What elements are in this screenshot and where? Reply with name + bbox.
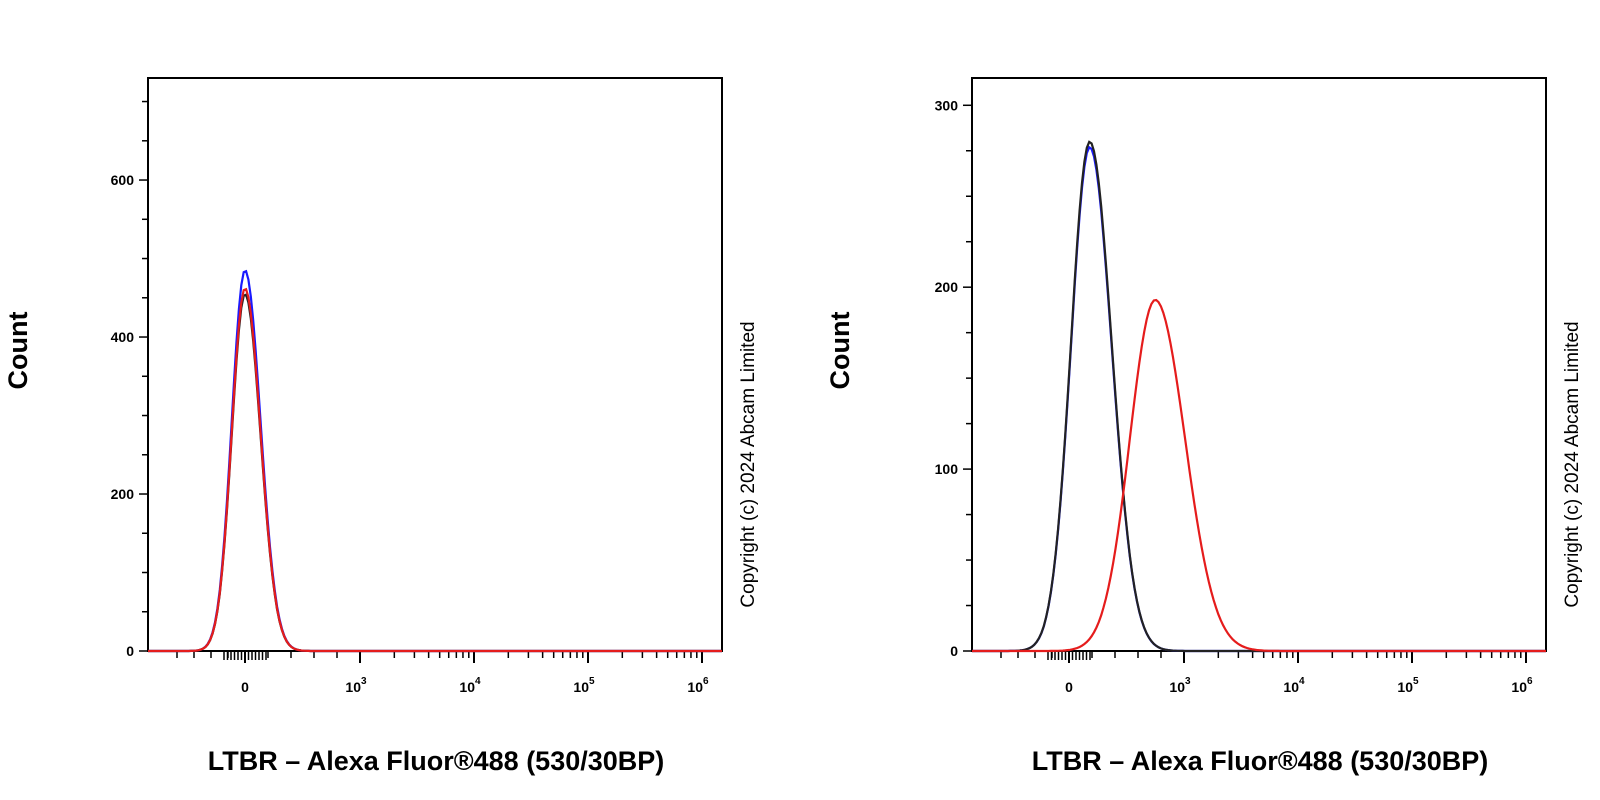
y-tick-label: 400	[111, 329, 135, 345]
plot-frame	[971, 77, 1547, 652]
x-tick-label: 104	[1283, 676, 1305, 695]
histogram-series-3	[148, 287, 722, 653]
x-tick-label: 106	[687, 676, 709, 695]
y-tick-label: 200	[111, 486, 135, 502]
y-axis-title: Count	[825, 312, 855, 390]
histogram-series-1	[972, 145, 1546, 653]
histogram-series-1	[148, 269, 722, 653]
x-tick-label: 0	[1065, 679, 1073, 695]
x-axis-title: LTBR – Alexa Fluor®488 (530/30BP)	[1032, 746, 1489, 776]
histogram-series-2	[148, 293, 722, 653]
x-tick-label: 106	[1511, 676, 1533, 695]
x-tick-label: 103	[345, 676, 367, 695]
copyright-text: Copyright (c) 2024 Abcam Limited	[738, 321, 759, 607]
y-tick-label: 0	[126, 643, 134, 659]
x-tick-label: 103	[1169, 676, 1191, 695]
y-tick-label: 100	[935, 461, 959, 477]
x-axis-title: LTBR – Alexa Fluor®488 (530/30BP)	[208, 746, 665, 776]
copyright-text: Copyright (c) 2024 Abcam Limited	[1562, 321, 1583, 607]
histogram-series-3	[972, 298, 1546, 653]
x-tick-label: 0	[241, 679, 249, 695]
histogram-panel-2: 0 100 200 300 0 103 104 105 106 Count LTBR – Alexa…	[825, 77, 1583, 776]
y-tick-label: 200	[935, 279, 959, 295]
x-tick-label: 104	[459, 676, 481, 695]
y-tick-label: 300	[935, 97, 959, 113]
x-tick-label: 105	[1397, 676, 1419, 695]
y-axis-title: Count	[3, 312, 33, 390]
y-tick-label: 600	[111, 172, 135, 188]
y-tick-label: 0	[950, 643, 958, 659]
histogram-series-2	[972, 140, 1546, 653]
x-tick-label: 105	[573, 676, 595, 695]
histogram-panel-1: 0 200 400 600 0 103 104 105 106 Count LTBR – Alexa…	[3, 77, 759, 776]
